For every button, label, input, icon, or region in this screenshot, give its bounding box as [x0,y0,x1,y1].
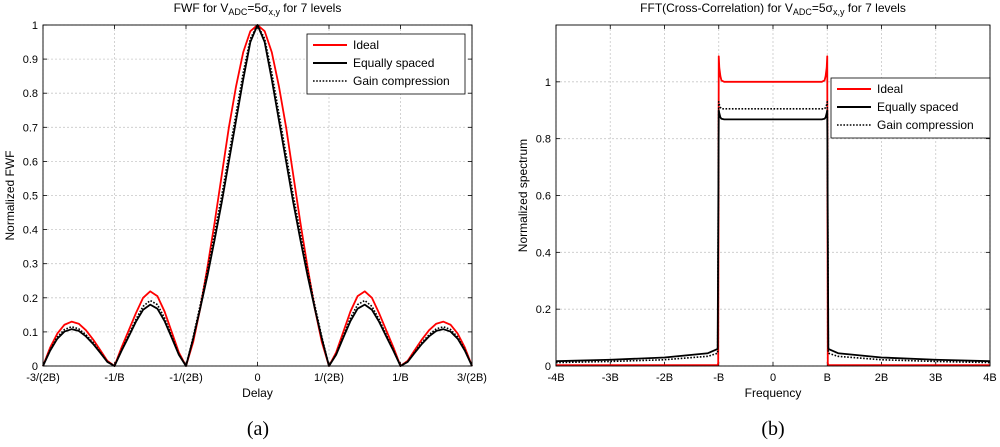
chart-2: -4B -3B -2B -B 0 B 2B 3B 4B 0 0.2 0.4 0.6 0.8 1 FFT(Cro… [516,1,997,400]
y-tick-label: 0.6 [536,191,551,203]
x-tick-label: B [824,372,831,384]
x-tick-label: -1/B [104,372,124,384]
legend-label: Ideal [877,82,903,96]
y-tick-label: 0.3 [23,259,38,271]
x-tick-label: 0 [770,372,776,384]
y-tick-label: 1 [545,77,551,89]
chart-title: FFT(Cross-Correlation) for VADC=5σx,y fo… [640,1,906,17]
x-tick-label: 2B [875,372,888,384]
x-axis-label: Delay [242,386,273,400]
y-tick-label: 0.7 [23,122,38,134]
x-tick-label: -2B [656,372,673,384]
y-tick-label: 0.8 [536,134,551,146]
legend-label: Gain compression [877,118,974,132]
y-tick-label: 0.5 [23,191,38,203]
caption-b: (b) [761,418,785,440]
y-tick-label: 0.4 [23,225,38,237]
y-tick-label: 0.1 [23,327,38,339]
y-tick-label: 0 [32,361,38,373]
x-tick-label: -3/(2B) [26,372,60,384]
x-tick-label: -1/(2B) [169,372,203,384]
legend-label: Equally spaced [353,56,434,70]
y-tick-label: 0.8 [23,88,38,100]
legend-label: Equally spaced [877,100,958,114]
y-axis-label: Normalized spectrum [516,139,530,252]
legend-label: Ideal [353,38,379,52]
axes-box [42,24,473,367]
x-tick-label: 3B [929,372,942,384]
legend-label: Gain compression [353,74,450,88]
y-axis-label: Normalized FWF [3,150,17,240]
chart-title: FWF for VADC=5σx,y for 7 levels [174,1,342,17]
caption-a: (a) [246,418,270,440]
series-line-gain-compression [555,100,991,364]
x-tick-label: -3B [602,372,619,384]
y-tick-label: 0.9 [23,54,38,66]
x-tick-label: 1/B [392,372,409,384]
x-tick-label: 4B [983,372,996,384]
x-tick-label: -4B [547,372,564,384]
axes-box [555,24,991,367]
x-tick-label: 3/(2B) [457,372,487,384]
x-tick-label: -B [713,372,724,384]
y-tick-label: 0.4 [536,247,551,259]
series-line-equally-spaced [555,109,991,363]
y-tick-label: 0.6 [23,156,38,168]
legend: Ideal Equally spaced Gain compression [306,33,466,95]
x-tick-label: 1/(2B) [314,372,344,384]
y-tick-label: 0 [545,361,551,373]
y-tick-label: 0.2 [23,293,38,305]
y-tick-label: 0.2 [536,304,551,316]
y-tick-label: 1 [32,20,38,32]
x-axis-label: Frequency [745,386,802,400]
chart-1: -3/(2B) -1/B -1/(2B) 0 1/(2B) 1/B 3/(2B) 0 0.1 0.… [3,1,487,400]
legend: Ideal Equally spaced Gain compression [830,77,991,139]
x-tick-label: 0 [254,372,260,384]
